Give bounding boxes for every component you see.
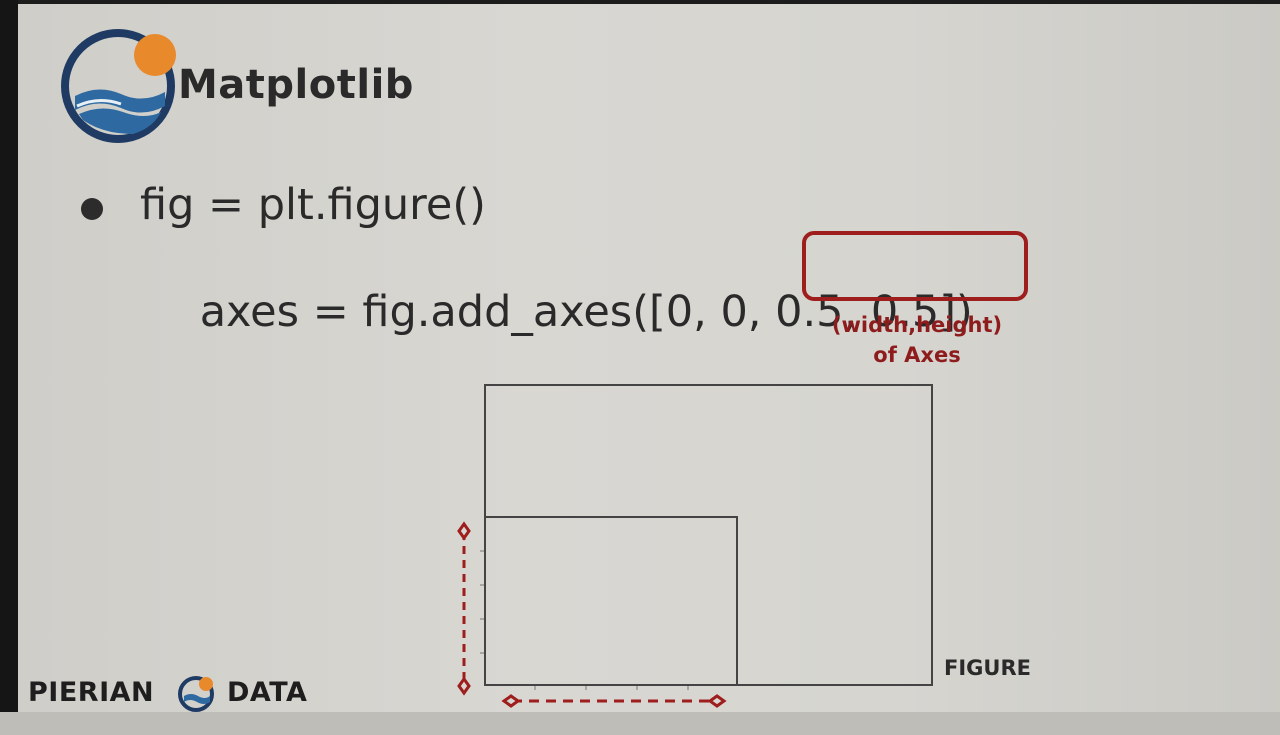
- width-dimension-arrow: [501, 694, 727, 708]
- footer-brand-pierian: PIERIAN: [28, 677, 155, 708]
- slide-bottom-strip: [0, 712, 1280, 735]
- slide-title: Matplotlib: [178, 62, 414, 108]
- bullet-point: [81, 198, 103, 220]
- annotation-width-height: (width,height): [831, 313, 1003, 337]
- figure-label: FIGURE: [944, 656, 1031, 680]
- axes-box: [484, 516, 738, 686]
- left-edge-bar: [0, 0, 18, 735]
- footer-brand-data: DATA: [227, 677, 308, 708]
- size-args-highlight-box: [802, 231, 1028, 301]
- axes-ticks: [480, 550, 689, 690]
- annotation-of-axes: of Axes: [873, 343, 961, 367]
- code-add-axes-prefix: axes = fig.add_axes([0, 0,: [199, 287, 776, 337]
- code-line-add-axes: axes = fig.add_axes([0, 0, 0.5, 0.5]): [145, 248, 973, 377]
- dimension-arrows: [457, 521, 727, 708]
- slide: Matplotlib fig = plt.figure() axes = fig…: [18, 4, 1280, 712]
- matplotlib-logo-icon: [61, 29, 176, 143]
- pierian-logo-icon: [178, 676, 214, 712]
- code-line-figure: fig = plt.figure(): [140, 180, 486, 230]
- height-dimension-arrow: [457, 521, 471, 696]
